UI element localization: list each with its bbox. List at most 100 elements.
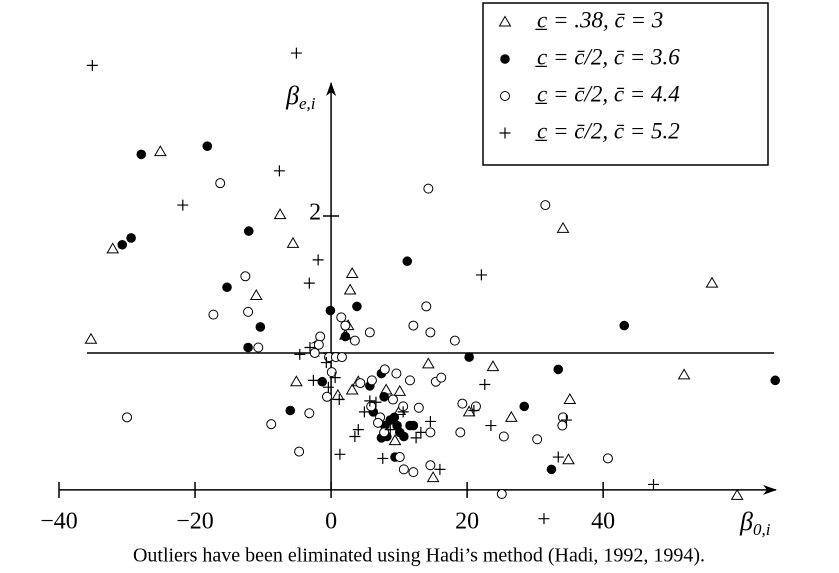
point [358,406,370,418]
point [455,427,466,438]
point [336,312,347,323]
point [557,420,568,431]
legend-marker [499,127,511,139]
point [126,233,136,243]
legend-marker [500,91,510,101]
point [273,165,285,177]
point [394,452,405,463]
point [215,178,226,189]
point [770,375,781,386]
point [424,415,436,427]
point [336,352,347,363]
point [349,431,361,443]
point [321,391,332,402]
x-axis-label-sub: 0,i [753,520,771,539]
x-axis-label-symbol: β [739,507,753,536]
point [560,414,572,426]
point [388,434,402,446]
point [290,47,302,59]
point [540,200,551,211]
point [498,431,509,442]
point [479,378,491,390]
point [329,372,341,384]
point [475,269,487,281]
point [333,394,345,406]
point [434,463,446,475]
point [240,271,251,282]
point [377,452,389,464]
point [106,242,120,254]
x-tick-label: 20 [455,508,479,534]
point [331,388,345,400]
point [304,408,315,419]
point [86,59,98,71]
caption: Outliers have been eliminated using Hadi… [133,545,705,567]
point [387,394,398,405]
point [307,374,319,386]
point [410,432,422,444]
point [647,478,659,490]
point [389,412,400,423]
point [253,342,264,353]
x-tick-label: −40 [40,508,78,534]
point [602,453,613,464]
point [313,339,324,350]
point [208,309,219,320]
point [249,288,263,300]
legend-marker [498,15,512,27]
point [243,306,254,317]
point [84,332,98,344]
point [677,368,691,380]
point [425,427,436,438]
point [546,464,557,475]
point [421,357,435,369]
point [285,405,296,416]
y-axis-label-sub: e,i [299,94,316,113]
point [345,267,359,279]
point [553,364,564,375]
point [486,360,500,372]
point [243,226,254,236]
y-tick-label: 2 [309,200,321,226]
x-tick-label: −20 [176,508,214,534]
point [402,256,413,267]
point [457,398,468,409]
point [415,426,427,438]
point [322,381,334,393]
point [436,372,447,383]
point [485,420,497,432]
point [538,513,550,525]
point [425,460,436,471]
point [136,149,147,160]
point [425,327,436,338]
point [117,239,128,250]
point [343,283,357,295]
point [273,208,287,220]
point [303,277,315,289]
point [340,331,351,342]
y-axis-label-symbol: β [285,81,299,110]
point [304,341,316,353]
point [423,183,434,194]
legend-label: c̲ = c̄/2, c̄ = 4.4 [535,81,680,106]
point [266,419,277,430]
point [398,464,409,475]
point [730,488,744,500]
point [504,410,518,422]
legend-marker [500,54,510,64]
point [352,301,362,312]
point [397,406,409,418]
point [532,434,543,445]
point [286,236,300,248]
point [421,301,432,312]
point [408,467,419,478]
point [373,417,384,428]
point [352,424,364,436]
point [312,254,324,266]
point [379,364,390,375]
legend-label: c̲ = c̄/2, c̄ = 5.2 [535,118,680,143]
point [556,221,570,233]
point [309,347,320,358]
